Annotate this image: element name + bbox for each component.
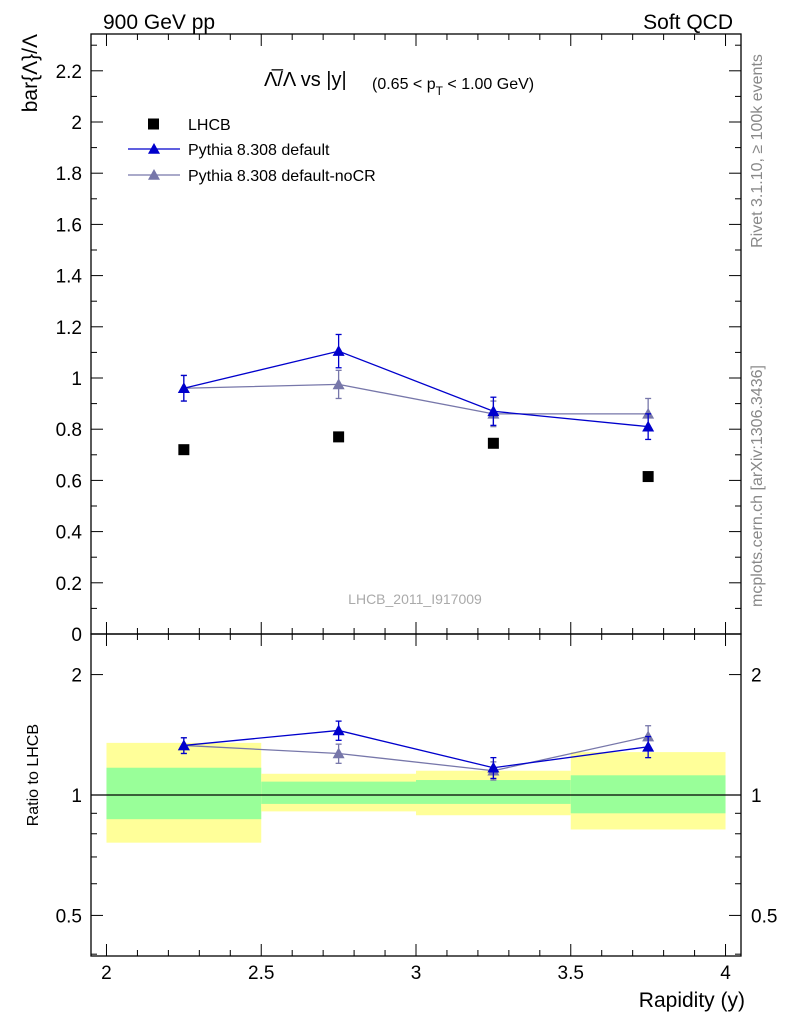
main-ytick-label: 1.4: [56, 267, 83, 288]
main-lhcb-point: [178, 444, 190, 456]
main-ytick-label: 1: [71, 369, 82, 390]
main-y-label: bar{Λ}/Λ: [19, 34, 42, 112]
watermark: LHCB_2011_I917009: [348, 591, 482, 607]
header-left: 900 GeV pp: [103, 11, 215, 34]
band-inner-2: [416, 780, 571, 804]
ratio-panel: 2 2.5 3 3.5 4 0.5 0.5 1 1 2 2: [56, 633, 777, 984]
range-sub: T: [436, 84, 444, 98]
main-lhcb-series: [178, 431, 654, 483]
legend-marker-lhcb: [148, 118, 159, 130]
legend-label: LHCB: [188, 117, 231, 134]
main-ytick-label: 0: [71, 625, 82, 646]
main-ytick-label: 2: [71, 113, 82, 134]
main-default-series: [177, 333, 655, 441]
ratio-default-point: [642, 740, 655, 752]
band-inner-1: [261, 781, 416, 804]
main-panel: 0 0.2 0.4 0.6 0.8 1 1.2 1.4 1.6 1.8 2 2.2: [56, 33, 742, 646]
main-ytick-label: 0.4: [56, 523, 83, 544]
main-default-point: [487, 405, 500, 417]
legend-marker: [148, 143, 160, 154]
main-nocr-point: [332, 378, 345, 390]
header-right: Soft QCD: [643, 11, 733, 34]
xtick-label: 2.5: [248, 963, 274, 984]
xtick-label: 3.5: [558, 963, 584, 984]
band-inner-0: [106, 767, 262, 820]
ratio-nocr-line: [183, 735, 649, 772]
mcplots-label: mcplots.cern.ch [arXiv:1306.3436]: [749, 365, 766, 607]
ratio-ytick-label-right: 1: [751, 786, 762, 807]
main-default-line: [183, 350, 649, 428]
ratio-nocr-point: [332, 747, 345, 759]
main-lhcb-point: [642, 471, 654, 483]
main-nocr-line: [183, 383, 649, 415]
x-axis-label: Rapidity (y): [639, 989, 745, 1012]
main-default-point: [332, 345, 345, 356]
ratio-y-label: Ratio to LHCB: [25, 724, 42, 826]
ratio-default-series: [177, 720, 655, 780]
ratio-ytick-label-right: 0.5: [751, 906, 777, 927]
ratio-default-point: [487, 761, 500, 773]
ratio-ytick-label-left: 0.5: [56, 906, 82, 927]
main-ytick-label: 1.8: [56, 164, 82, 185]
main-default-point: [177, 382, 190, 394]
main-ytick-label: 1.2: [56, 318, 82, 339]
main-ytick-label: 1.6: [56, 215, 82, 236]
main-ytick-label: 0.6: [56, 471, 82, 492]
ratio-ytick-label-right: 2: [751, 666, 762, 687]
main-lhcb-point: [487, 437, 499, 449]
main-ytick-label: 0.8: [56, 420, 82, 441]
rivet-label: Rivet 3.1.10, ≥ 100k events: [749, 54, 766, 248]
xtick-label: 3: [411, 963, 422, 984]
main-default-point: [642, 420, 655, 432]
xtick-label: 4: [720, 963, 731, 984]
range-suffix: < 1.00 GeV): [443, 76, 534, 93]
range-prefix: (0.65 < p: [372, 76, 436, 93]
ratio-default-point: [177, 739, 190, 751]
main-title-text: Λ̅/Λ vs |y|: [264, 68, 347, 91]
main-title: Λ̅/Λ vs |y| (0.65 < pT < 1.00 GeV): [264, 68, 534, 98]
legend-label: Pythia 8.308 default: [188, 142, 330, 159]
main-ytick-label: 0.2: [56, 574, 82, 595]
legend: LHCB Pythia 8.308 default Pythia 8.308 def…: [128, 117, 376, 185]
main-title-range: (0.65 < pT < 1.00 GeV): [372, 76, 534, 98]
ratio-ytick-label-left: 1: [71, 786, 82, 807]
ratio-default-line: [183, 729, 649, 769]
legend-label: Pythia 8.308 default-noCR: [188, 168, 376, 185]
band-inner-3: [570, 775, 726, 814]
main-lhcb-point: [333, 431, 345, 443]
xtick-label: 2: [101, 963, 112, 984]
ratio-ytick-label-left: 2: [71, 666, 82, 687]
main-ytick-label: 2.2: [56, 62, 82, 83]
legend-marker: [148, 169, 160, 180]
ratio-default-point: [332, 724, 345, 736]
ratio-bands: [106, 742, 726, 843]
